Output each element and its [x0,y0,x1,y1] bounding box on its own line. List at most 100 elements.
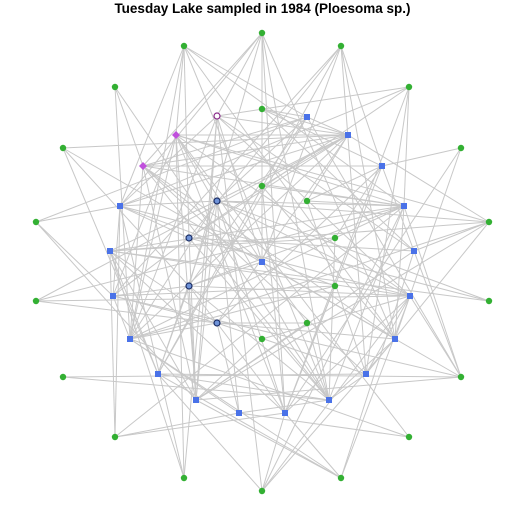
food-web-edge [142,116,308,167]
food-web-edge [129,134,177,340]
food-web-edge [403,205,462,378]
food-web-edge [129,338,240,414]
food-web-edge [216,165,383,324]
food-web-edge [261,205,405,492]
consumer-node [282,410,288,416]
food-web-edge [365,221,490,375]
food-web-edge [340,295,411,479]
producer-node [303,197,311,205]
food-web-edge [62,147,190,287]
producer-node [457,144,465,152]
food-web-edge [195,376,462,401]
producer-node [258,487,266,495]
food-web-edge [142,165,330,401]
consumer-node [326,397,332,403]
food-web-edge [119,205,190,239]
food-web-edge [195,115,218,401]
food-web-edge [109,221,490,252]
consumer-node [363,371,369,377]
food-web-edge [216,322,367,375]
food-web-edge [216,322,240,414]
food-web-edge [119,32,263,207]
producer-node [111,83,119,91]
consumer-node [345,132,351,138]
food-web-edge [114,412,286,438]
producer-node [59,144,67,152]
consumer-circle-node [213,197,221,205]
food-web-edge [109,250,490,302]
food-web-edge [175,134,411,297]
food-web-edge [175,134,185,479]
producer-node [303,319,311,327]
food-web-edge [114,412,240,438]
food-web-edge [175,134,197,401]
food-web-edge [413,250,462,378]
food-web-edge [328,205,405,401]
food-web-edge [188,86,410,239]
food-web-edge [261,108,383,167]
food-web-edge [142,165,263,263]
food-web-edge [216,32,263,117]
food-web-edge [142,165,197,401]
consumer-circle-node [213,319,221,327]
food-web-edge [114,205,405,438]
food-web-edge [114,86,131,340]
food-web-edge [35,221,114,297]
food-web-edge [188,45,342,239]
food-web-edge [188,32,263,287]
food-web-edge [347,134,490,223]
consumer-node [304,114,310,120]
producer-node [485,297,493,305]
consumer-node [236,410,242,416]
food-web-edge [328,338,396,401]
food-web-edge [261,338,396,492]
producer-node [32,218,40,226]
producer-node [337,42,345,50]
food-web-edge [216,322,396,340]
consumer-node [401,203,407,209]
food-web-edge [328,237,336,401]
consumer-node [193,397,199,403]
food-web-edge [413,221,490,252]
food-web-edge [394,147,462,340]
food-web-edge [175,45,185,136]
food-web-edge [112,295,218,324]
consumer-node [407,293,413,299]
food-web-edge [340,45,383,167]
food-web-edge [129,338,342,479]
producer-node [337,474,345,482]
food-web-edge [188,285,411,297]
top-predator-circle-node [213,112,221,120]
food-web-edge [112,295,462,378]
food-web-edge [261,412,286,492]
food-web-edge [112,237,190,297]
food-web-edge [188,285,286,414]
food-web-edge [188,285,330,401]
food-web-edge [157,373,263,492]
producer-node [180,42,188,50]
food-web-edge [62,134,349,149]
food-web-edge [195,221,490,401]
food-web-edge [119,200,218,207]
food-web-edge [403,86,410,207]
food-web-edge [238,412,410,438]
food-web-edge [129,322,218,340]
producer-node [331,234,339,242]
food-web-edge [35,295,411,302]
consumer-node [107,248,113,254]
producer-node [331,282,339,290]
food-web-edge [157,373,342,479]
producer-node [59,373,67,381]
food-web-edge [261,32,286,414]
food-web-edge [188,237,411,297]
food-web-edge [261,295,411,340]
food-web-edge [216,134,349,324]
food-web-edge [195,399,342,479]
food-web-edge [142,32,263,167]
food-web-edge [119,115,218,207]
food-web-edge [216,115,415,252]
food-web-edge [35,134,349,302]
food-web-edge [129,285,336,340]
food-web-edge [216,115,349,136]
